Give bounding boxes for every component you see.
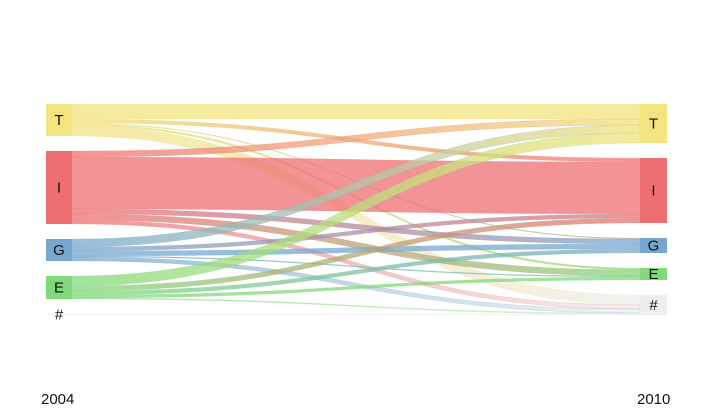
stratum-label-left: I xyxy=(57,180,61,197)
strata: T TI IG GEE## xyxy=(46,104,667,324)
stratum-label-left: # xyxy=(55,307,64,324)
stratum-left-I xyxy=(46,151,72,224)
stratum-left-E xyxy=(46,276,72,299)
stratum-right-E xyxy=(640,268,667,280)
flow-T-to-T xyxy=(71,103,641,120)
stratum-right-hash xyxy=(640,295,667,315)
stratum-right-T xyxy=(640,104,667,143)
stratum-right-I xyxy=(640,158,667,223)
stratum-label-left: G xyxy=(53,242,65,259)
stratum-label-right: # xyxy=(649,297,658,314)
stratum-label-right: G xyxy=(648,238,660,255)
stratum-label-right: E xyxy=(648,266,658,283)
stratum-left-hash xyxy=(46,314,72,315)
axis-label-right: 2010 xyxy=(637,391,670,408)
stratum-label-right: I xyxy=(651,183,655,200)
axis-label-left: 2004 xyxy=(41,391,74,408)
stratum-left-T xyxy=(46,104,72,136)
stratum-label-left: E xyxy=(54,280,64,297)
stratum-right-G xyxy=(640,238,667,253)
flow-#-to-# xyxy=(71,313,641,316)
stratum-left-G xyxy=(46,239,72,261)
flows xyxy=(71,103,641,316)
stratum-label-left: T xyxy=(54,112,63,129)
stratum-label-right: T xyxy=(649,116,658,133)
